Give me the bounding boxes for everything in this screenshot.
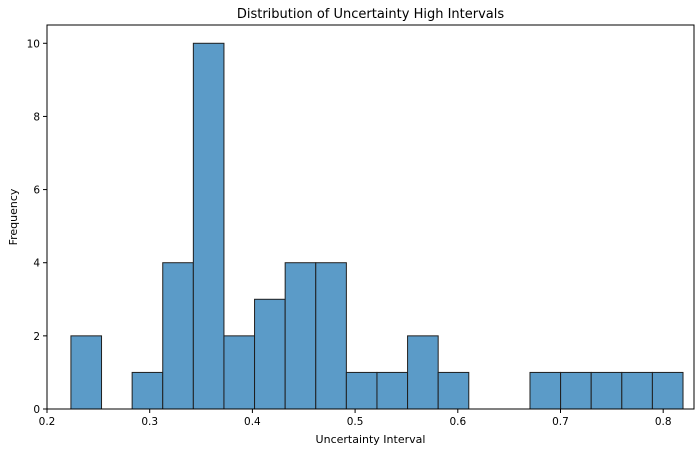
y-tick-label: 6 — [33, 185, 40, 197]
x-axis-label: Uncertainty Interval — [316, 433, 426, 446]
y-tick-label: 10 — [27, 38, 40, 50]
histogram-bar-10 — [376, 371, 409, 410]
histogram-bar-9 — [345, 371, 378, 410]
histogram-bar-6 — [254, 298, 286, 410]
histogram-bar-11 — [407, 335, 439, 410]
x-tick-label: 0.5 — [347, 416, 364, 428]
x-tick-label: 0.3 — [141, 416, 158, 428]
x-tick-label: 0.2 — [39, 416, 56, 428]
y-tick-label: 0 — [33, 404, 40, 416]
histogram-bar-0 — [70, 335, 103, 410]
x-ticks-layer: 0.2 0.3 0.4 0.5 0.6 0.7 0.8 — [39, 409, 672, 428]
histogram-bar-12 — [437, 371, 470, 410]
histogram-bar-7 — [284, 262, 317, 410]
y-tick-label: 2 — [33, 331, 40, 343]
x-tick-label: 0.8 — [655, 416, 672, 428]
y-tick-label: 4 — [33, 258, 40, 270]
histogram-bar-18 — [621, 371, 653, 410]
histogram-bar-17 — [590, 371, 623, 410]
histogram-bar-4 — [192, 42, 225, 410]
histogram-bar-3 — [162, 262, 194, 410]
histogram-bar-16 — [560, 371, 592, 410]
histogram-bar-15 — [529, 371, 562, 410]
y-tick-label: 8 — [33, 111, 40, 123]
y-ticks-layer: 0 2 4 6 8 10 — [27, 38, 47, 416]
plot-frame — [46, 24, 695, 410]
x-tick-label: 0.6 — [449, 416, 466, 428]
histogram-bar-8 — [315, 262, 347, 410]
axes-layer — [46, 24, 695, 410]
histogram-bar-19 — [651, 371, 684, 410]
x-tick-label: 0.7 — [552, 416, 569, 428]
histogram-bar-5 — [223, 335, 256, 410]
bars-layer — [70, 42, 684, 410]
y-axis-label: Frequency — [7, 188, 20, 245]
chart-title: Distribution of Uncertainty High Interva… — [237, 7, 505, 22]
x-tick-label: 0.4 — [244, 416, 261, 428]
histogram-bar-2 — [131, 371, 164, 410]
